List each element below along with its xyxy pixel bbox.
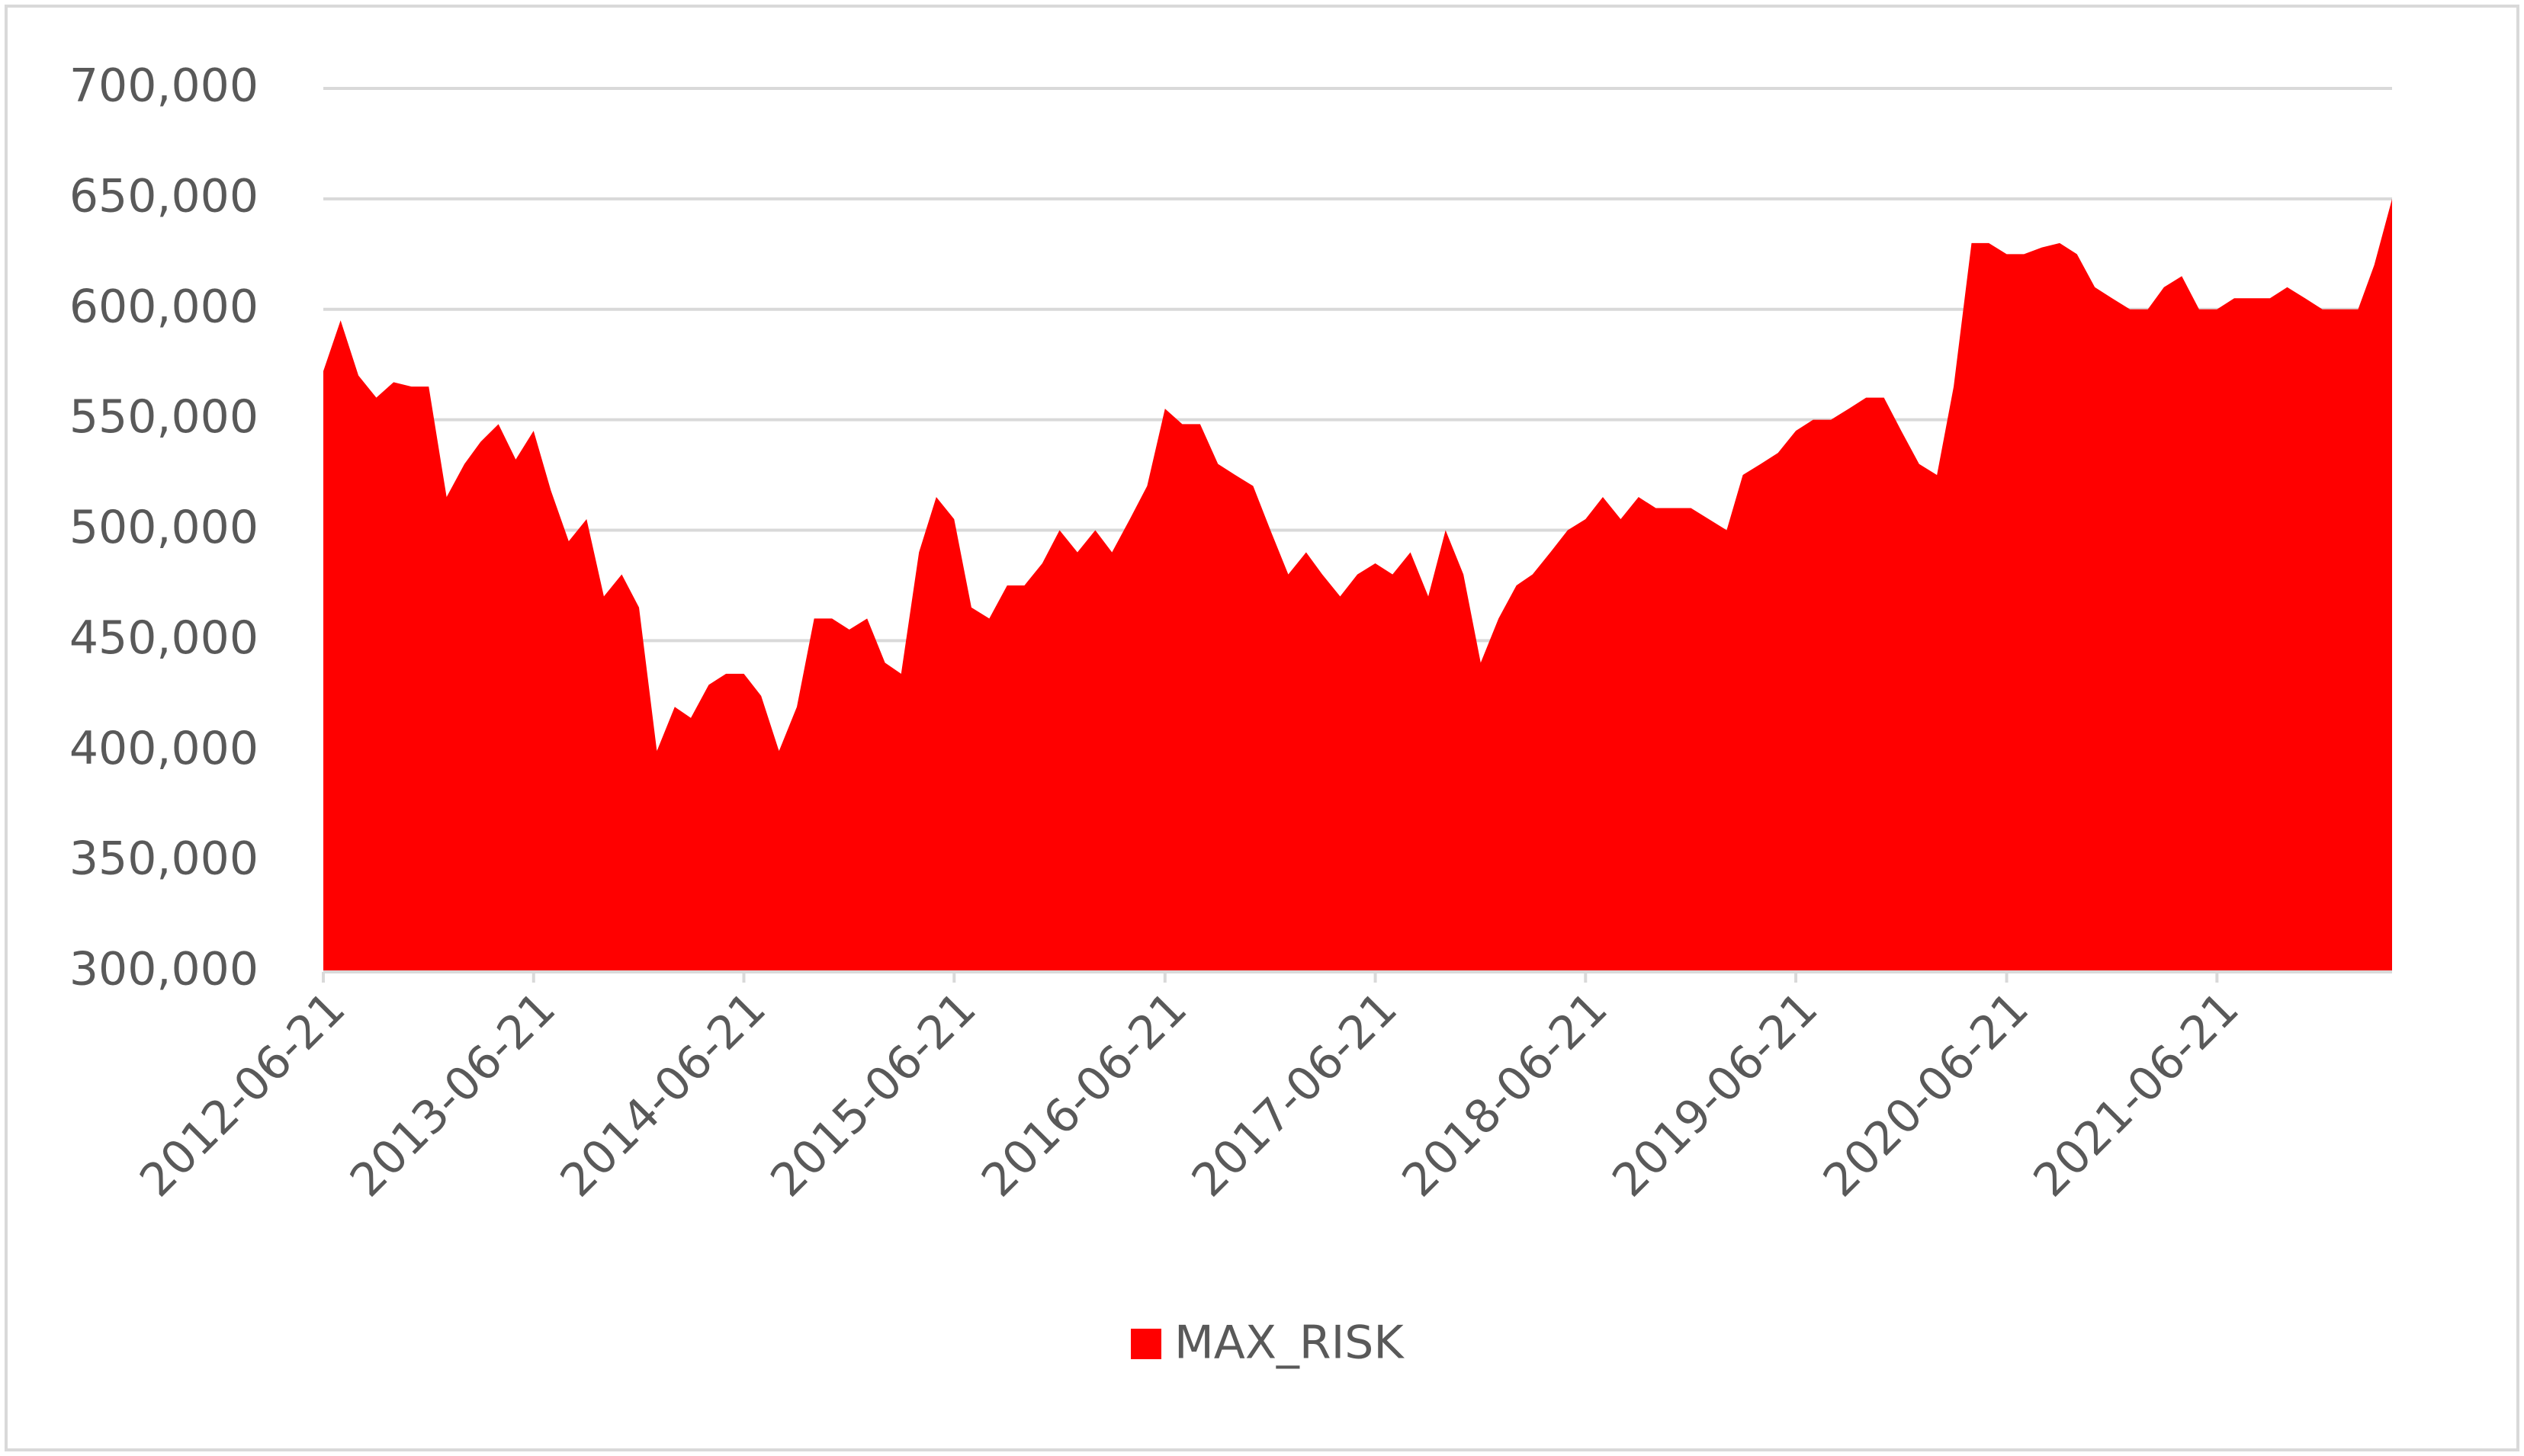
y-tick-label: 600,000 <box>69 280 259 333</box>
y-tick-label: 450,000 <box>69 611 259 665</box>
area <box>323 198 2392 972</box>
y-tick-label: 550,000 <box>69 390 259 444</box>
y-tick-label: 400,000 <box>69 722 259 775</box>
y-tick-label: 300,000 <box>69 943 259 996</box>
legend-swatch <box>1131 1329 1161 1359</box>
y-tick-label: 700,000 <box>69 59 259 113</box>
y-tick-label: 350,000 <box>69 832 259 886</box>
y-tick-label: 500,000 <box>69 501 259 554</box>
y-tick-label: 650,000 <box>69 169 259 223</box>
legend-label: MAX_RISK <box>1174 1316 1405 1370</box>
